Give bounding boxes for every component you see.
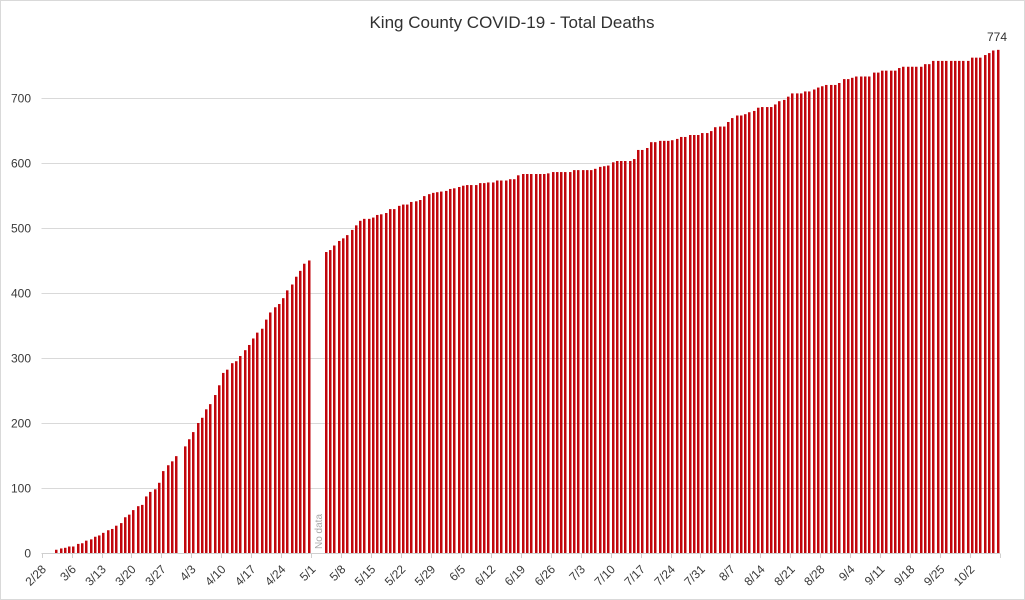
svg-text:100: 100 [11,482,31,496]
svg-text:700: 700 [11,92,31,106]
svg-text:300: 300 [11,352,31,366]
svg-text:400: 400 [11,287,31,301]
svg-text:King County COVID-19 - Total D: King County COVID-19 - Total Deaths [369,13,654,32]
svg-text:600: 600 [11,157,31,171]
svg-text:0: 0 [24,547,31,561]
svg-text:500: 500 [11,222,31,236]
svg-text:200: 200 [11,417,31,431]
svg-text:No data: No data [314,514,325,549]
svg-text:774: 774 [987,30,1007,44]
